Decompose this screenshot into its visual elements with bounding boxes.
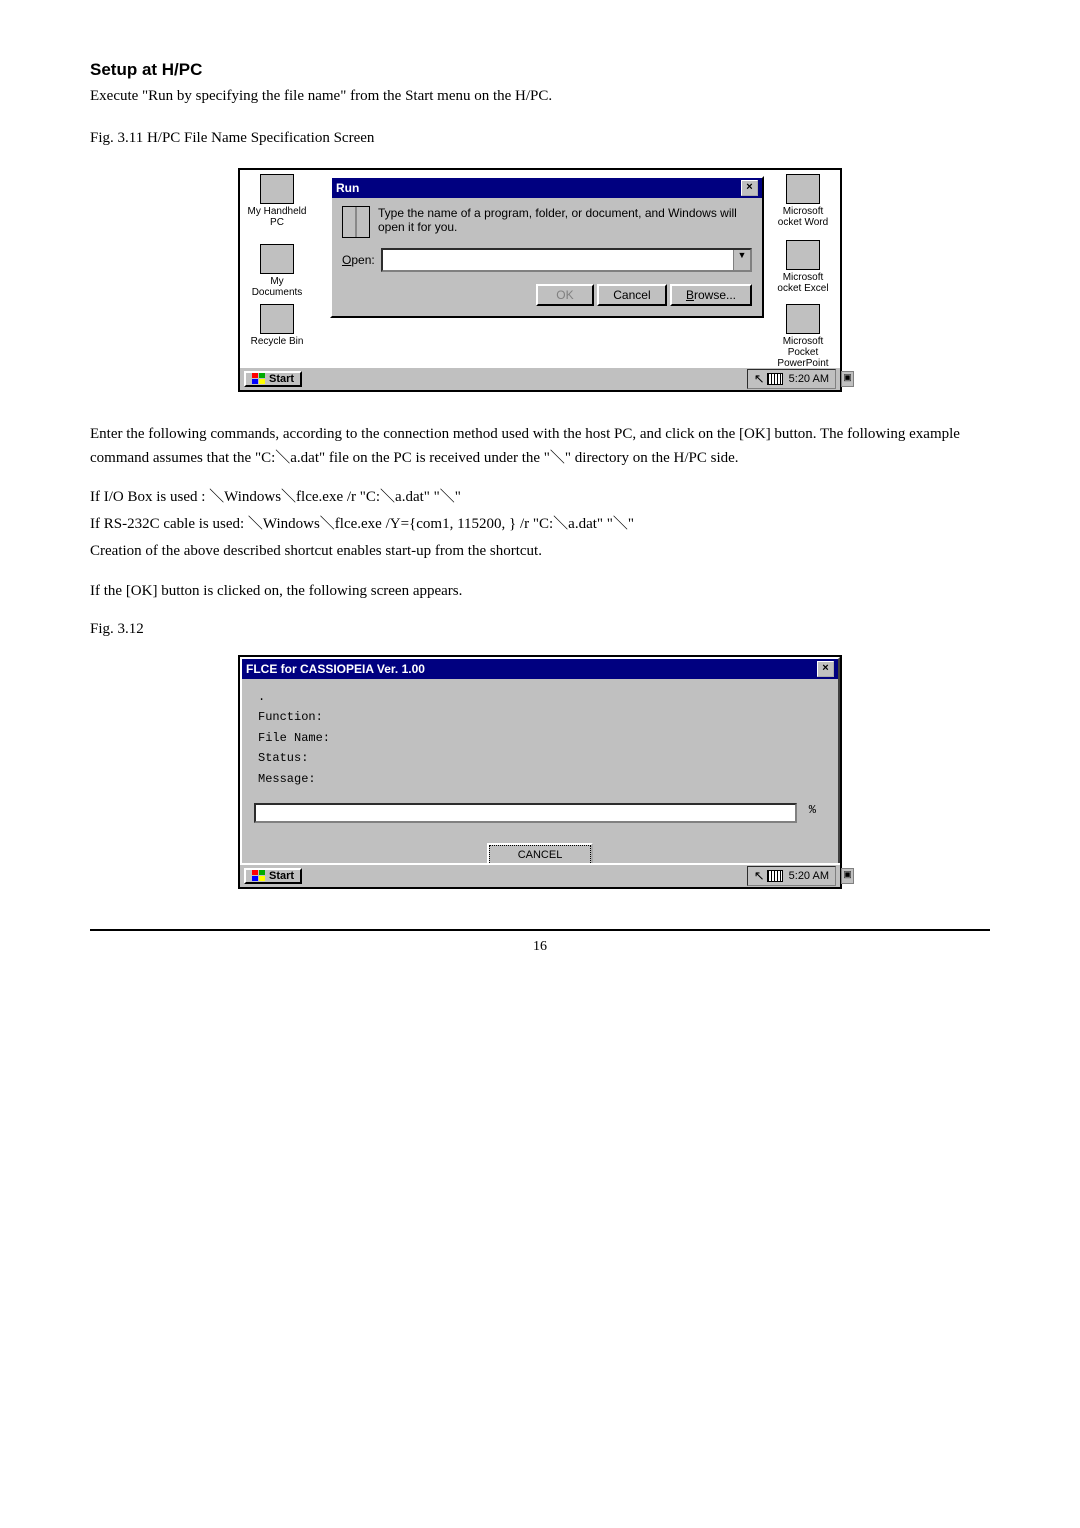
start-label: Start <box>269 870 294 882</box>
keyboard-icon <box>767 870 783 882</box>
desktop-icon-excel[interactable]: Microsoft ocket Excel <box>770 240 836 294</box>
start-button[interactable]: Start <box>244 868 302 884</box>
start-button[interactable]: Start <box>244 371 302 387</box>
flce-filename-label: File Name: <box>258 728 822 748</box>
footer-rule <box>90 929 990 931</box>
icon-label: Microsoft Pocket PowerPoint <box>770 336 836 369</box>
page-number: 16 <box>90 939 990 955</box>
run-dialog: Run × Type the name of a program, folder… <box>330 176 764 318</box>
close-button[interactable]: × <box>741 180 758 196</box>
desktop-stub-icon[interactable]: ▣ <box>841 371 854 387</box>
run-titlebar: Run × <box>332 178 762 198</box>
ppt-icon <box>786 304 820 334</box>
fig1-caption: Fig. 3.11 H/PC File Name Specification S… <box>90 126 990 150</box>
flce-titlebar: FLCE for CASSIOPEIA Ver. 1.00 × <box>242 659 838 679</box>
screenshot-2: FLCE for CASSIOPEIA Ver. 1.00 × . Functi… <box>238 655 842 889</box>
keyboard-icon <box>767 373 783 385</box>
flce-cancel-button[interactable]: CANCEL <box>489 845 592 865</box>
ok-button[interactable]: OK <box>536 284 594 306</box>
windows-flag-icon <box>252 373 266 385</box>
recycle-icon <box>260 304 294 334</box>
desktop-icon-word[interactable]: Microsoft ocket Word <box>770 174 836 228</box>
taskbar: Start ↖ 5:20 AM ▣ <box>240 366 840 390</box>
desktop-icon-recycle[interactable]: Recycle Bin <box>244 304 310 347</box>
flce-title: FLCE for CASSIOPEIA Ver. 1.00 <box>246 662 425 676</box>
computer-icon <box>260 174 294 204</box>
open-label: Open: <box>342 253 375 267</box>
open-combobox[interactable]: ▼ <box>381 248 752 272</box>
body-text-2: If the [OK] button is clicked on, the fo… <box>90 579 990 603</box>
desktop-icon-ppt[interactable]: Microsoft Pocket PowerPoint <box>770 304 836 369</box>
flce-window: FLCE for CASSIOPEIA Ver. 1.00 × . Functi… <box>240 657 840 865</box>
tray-time: 5:20 AM <box>789 870 829 882</box>
icon-label: Microsoft ocket Word <box>770 206 836 228</box>
system-tray[interactable]: ↖ 5:20 AM <box>747 866 836 886</box>
system-tray[interactable]: ↖ 5:20 AM <box>747 369 836 389</box>
flce-status-label: Status: <box>258 748 822 768</box>
open-input[interactable] <box>383 250 733 270</box>
taskbar: Start ↖ 5:20 AM ▣ <box>240 863 840 887</box>
desktop-stub-icon[interactable]: ▣ <box>841 868 854 884</box>
icon-label: Microsoft ocket Excel <box>770 272 836 294</box>
screenshot-1: My Handheld PC My Documents Recycle Bin … <box>238 168 842 392</box>
cmd-line-1: If I/O Box is used : ＼Windows＼flce.exe /… <box>90 484 990 511</box>
dropdown-arrow-icon[interactable]: ▼ <box>733 250 750 270</box>
cursor-icon: ↖ <box>754 868 765 884</box>
progress-bar <box>254 803 797 823</box>
windows-flag-icon <box>252 870 266 882</box>
start-label: Start <box>269 373 294 385</box>
intro-text: Execute "Run by specifying the file name… <box>90 84 990 108</box>
word-icon <box>786 174 820 204</box>
icon-label: My Handheld PC <box>244 206 310 228</box>
progress-percent: % <box>809 803 816 817</box>
folder-icon <box>260 244 294 274</box>
browse-button[interactable]: Browse... <box>670 284 752 306</box>
run-icon <box>342 206 370 238</box>
desktop-icon-handheld[interactable]: My Handheld PC <box>244 174 310 228</box>
close-button[interactable]: × <box>817 661 834 677</box>
cmd-line-3: Creation of the above described shortcut… <box>90 538 990 565</box>
cmd-line-2: If RS-232C cable is used: ＼Windows＼flce.… <box>90 511 990 538</box>
cancel-button[interactable]: Cancel <box>597 284 666 306</box>
icon-label: My Documents <box>244 276 310 298</box>
section-title: Setup at H/PC <box>90 60 990 80</box>
run-title: Run <box>336 181 359 195</box>
excel-icon <box>786 240 820 270</box>
icon-label: Recycle Bin <box>244 336 310 347</box>
tray-time: 5:20 AM <box>789 373 829 385</box>
run-message: Type the name of a program, folder, or d… <box>378 206 752 238</box>
flce-function-label: Function: <box>258 707 822 727</box>
body-text-1: Enter the following commands, according … <box>90 422 990 470</box>
flce-message-label: Message: <box>258 769 822 789</box>
desktop-icon-documents[interactable]: My Documents <box>244 244 310 298</box>
fig2-caption: Fig. 3.12 <box>90 617 990 641</box>
cursor-icon: ↖ <box>754 371 765 387</box>
